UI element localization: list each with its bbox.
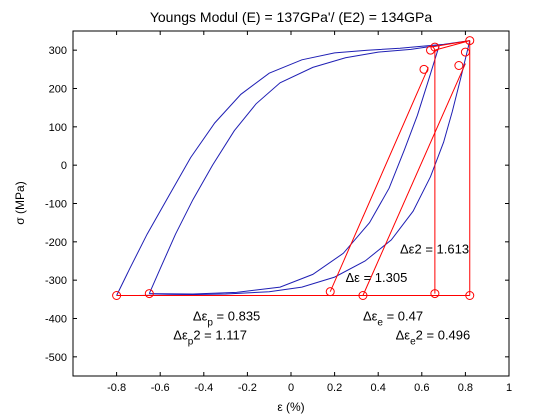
x-tick-label: 0.6 <box>414 382 429 394</box>
annotation-main: Δε <box>193 308 208 323</box>
annotation-value: = 0.47 <box>383 308 423 323</box>
plot-area <box>72 30 510 377</box>
marker-point <box>112 291 122 300</box>
annotation-dep: Δεp = 0.835 <box>193 308 260 328</box>
y-tick-label: 0 <box>61 160 67 172</box>
annotation-value: = 0.835 <box>213 308 260 323</box>
x-tick-label: -0.2 <box>238 382 257 394</box>
series-line <box>148 45 440 294</box>
annotation-de2: Δε2 = 1.613 <box>400 241 469 256</box>
construction-lines <box>116 40 471 296</box>
y-tick-label: -300 <box>45 275 67 287</box>
x-tick-label: -0.4 <box>194 382 213 394</box>
annotation-subscript: p <box>188 337 194 348</box>
construction-line <box>329 67 429 292</box>
construction-line <box>362 63 466 296</box>
annotation-dee2: Δεe2 = 0.496 <box>396 328 471 348</box>
annotation-subscript: e <box>377 317 383 328</box>
x-tick-label: 0 <box>288 382 294 394</box>
y-tick-label: 300 <box>49 45 67 57</box>
y-tick-label: -100 <box>45 199 67 211</box>
y-axis: 300 200 100 0 -100 -200 -300 -400 -500 <box>45 45 509 364</box>
annotation-main: Δε <box>363 308 378 323</box>
marker-point <box>465 36 475 46</box>
x-tick-label: 0.8 <box>458 382 473 394</box>
annotation-main: Δε2 = 1.613 <box>400 241 469 256</box>
annotation-subscript: p <box>207 317 213 328</box>
chart-title: Youngs Modul (E) = 137GPa'/ (E2) = 134GP… <box>150 9 433 25</box>
marker-point <box>430 42 440 52</box>
y-tick-label: -400 <box>45 314 67 326</box>
annotation-main: Δε = 1.305 <box>346 270 408 285</box>
marker-point <box>358 291 368 300</box>
x-tick-label: -0.6 <box>151 382 170 394</box>
y-tick-label: -500 <box>45 352 67 364</box>
construction-line <box>434 40 470 51</box>
hysteresis-curves <box>116 40 471 296</box>
y-tick-label: -200 <box>45 237 67 249</box>
y-axis-label: σ (MPa) <box>13 181 27 224</box>
annotation-value: 2 = 1.117 <box>193 328 247 343</box>
construction-line <box>430 40 470 48</box>
annotation-main: Δε <box>396 328 411 343</box>
x-tick-label: -0.8 <box>107 382 126 394</box>
y-tick-label: 200 <box>49 84 67 96</box>
x-tick-label: 1 <box>506 382 512 394</box>
markers <box>112 36 475 300</box>
annotation-subscript: e <box>410 337 416 348</box>
marker-point <box>465 291 475 300</box>
annotation-dee: Δεe = 0.47 <box>363 308 423 328</box>
marker-point <box>460 47 470 57</box>
series-line <box>116 40 471 296</box>
marker-point <box>454 61 464 70</box>
marker-point <box>419 64 429 74</box>
series-line <box>149 45 440 295</box>
marker-point <box>430 289 440 299</box>
x-axis-label: ε (%) <box>277 400 304 414</box>
y-tick-label: 100 <box>49 122 67 134</box>
series-line <box>116 40 470 296</box>
x-tick-label: 0.2 <box>327 382 342 394</box>
annotation-main: Δε <box>173 328 188 343</box>
annotation-value: 2 = 0.496 <box>416 328 471 343</box>
marker-point <box>325 287 335 297</box>
marker-point <box>144 289 154 299</box>
annotation-dep2: Δεp2 = 1.117 <box>173 328 247 348</box>
x-tick-label: 0.4 <box>371 382 386 394</box>
x-axis: -0.8 -0.6 -0.4 -0.2 0 0.2 0.4 0.6 0.8 1 <box>107 31 512 394</box>
annotation-de: Δε = 1.305 <box>346 270 408 285</box>
